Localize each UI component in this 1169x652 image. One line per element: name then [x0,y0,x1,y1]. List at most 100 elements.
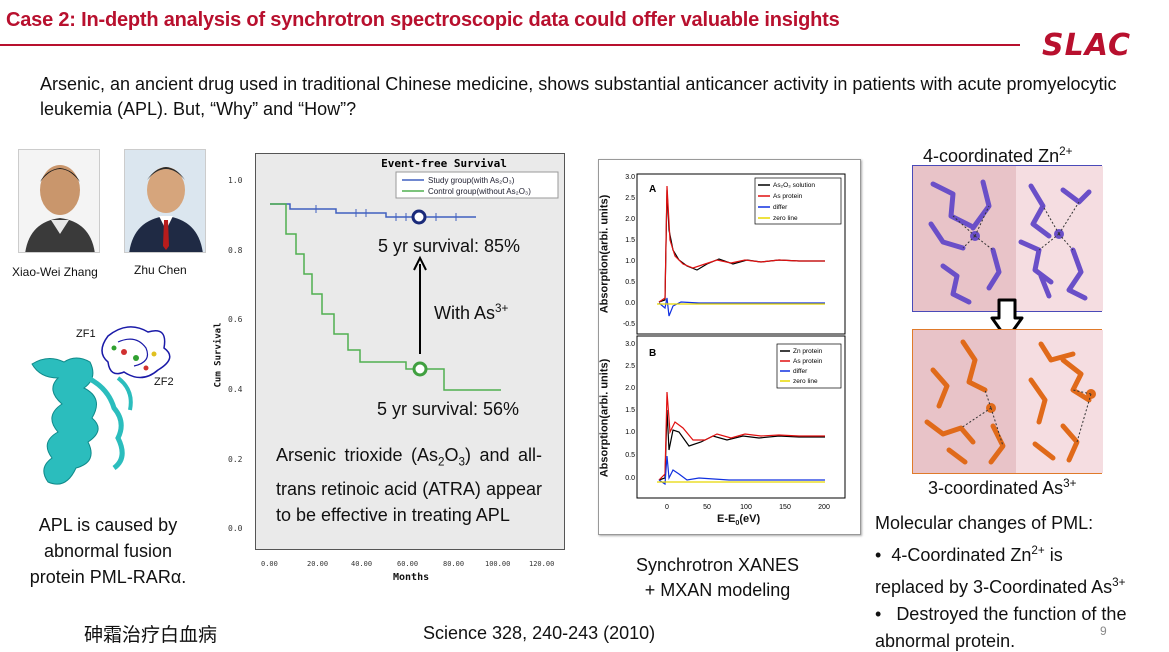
ytick-label: -0.5 [623,321,635,328]
study-marker [411,209,427,225]
legend-b-item: differ [793,368,808,375]
ytick-label: 0.2 [228,455,243,464]
arsenic-text-sub: 2 [437,455,445,469]
xanes-ylabel-b: Absorption(arbi. units) [598,358,611,478]
arsenic-text-part: O [444,445,459,465]
photo-xiao-wei-zhang [18,149,100,253]
xtick-label: 150 [779,504,791,511]
xanes-xlabel-text: E-E [717,513,736,525]
legend-a-item: As₂O₃ solution [773,182,815,189]
legend-study: Study group(with As₂O₃) [428,176,515,185]
xanes-caption: Synchrotron XANES + MXAN modeling [610,553,825,603]
bullet-sup: 2+ [1031,544,1045,557]
zn-title-sup: 2+ [1059,145,1073,158]
arsenic-trioxide-text: Arsenic trioxide (As2O3) and all-trans r… [276,442,542,528]
legend-b-item: Zn protein [793,348,823,355]
spectrum-b-black [658,409,825,481]
xtick-label: 40.00 [351,560,373,568]
survival-xlabel: Months [393,572,430,583]
transition-arrow [990,298,1024,347]
bullet-text: Destroyed the function of the abnormal p… [875,604,1127,651]
xtick-label: 80.00 [443,560,465,568]
xtick-label: 200 [818,504,830,511]
xtick-label: 60.00 [397,560,419,568]
bullet-text: is [1044,545,1063,565]
ytick-label: 0.5 [625,279,635,286]
arsenic-text-sub: 3 [458,455,466,469]
xtick-label: 0 [665,504,669,511]
spectrum-b-blue [658,455,825,486]
as-molecule-icon [924,339,1096,465]
ytick-label: 3.0 [625,341,635,348]
caption-xiao-wei-zhang: Xiao-Wei Zhang [12,265,98,279]
person-portrait-icon [19,150,99,252]
spectrum-a-blue [658,297,825,317]
intro-text: Arsenic, an ancient drug used in traditi… [40,74,1117,119]
apl-caption: APL is caused by abnormal fusion protein… [29,515,187,587]
ytick-label: 2.5 [625,363,635,370]
changes-bullet-1: • 4-Coordinated Zn2+ is [875,544,1063,565]
xtick-label: 100 [740,504,752,511]
xtick-label: 100.00 [485,560,511,568]
as-structure-title: 3-coordinated As3+ [928,477,1076,499]
ytick-label: 1.5 [625,407,635,414]
down-arrow-icon [990,298,1024,341]
chinese-caption: 砷霜治疗白血病 [84,624,218,646]
ytick-label: 1.5 [625,237,635,244]
changes-heading: Molecular changes of PML: [875,513,1094,533]
xanes-xlabel-unit: (eV) [739,513,761,525]
control-survival-curve [270,203,501,391]
caption-zhu-chen: Zhu Chen [134,263,187,277]
zf1-label: ZF1 [76,328,96,340]
ytick-label: 2.0 [625,385,635,392]
with-arsenic-sup: 3+ [495,302,509,315]
ytick-label: 0.0 [228,524,243,533]
as-coordination-structure [912,329,1103,474]
xanes-ylabel-a: Absorption(arbi. units) [598,194,611,314]
legend-a-item: As protein [773,193,803,200]
xanes-caption-line1: Synchrotron XANES [635,555,800,575]
photo-zhu-chen [124,149,206,253]
person-portrait-icon [125,150,205,252]
panel-b-label: B [649,348,656,359]
zn-title-text: 4-coordinated Zn [923,146,1060,166]
ytick-label: 1.0 [228,176,243,185]
panel-a-label: A [649,184,656,195]
chart-title: Event-free Survival [381,157,507,170]
slide-title: Case 2: In-depth analysis of synchrotron… [6,9,840,31]
bullet-sup: 3+ [1112,576,1126,589]
legend-b-item: As protein [793,358,823,365]
slac-logo: SLAC [1042,28,1132,63]
xtick-label: 120.00 [529,560,555,568]
arsenic-text-part: Arsenic trioxide (As [276,445,438,465]
xanes-spectra-svg: A 3.0 2.5 2.0 1.5 1.0 0.5 0.0 -0.5 As₂O₃… [623,173,846,511]
survival-xticks: 0.00 20.00 40.00 60.00 80.00 100.00 120.… [255,560,565,572]
zn-coordination-structure [912,165,1103,312]
spectrum-a-red [658,185,825,303]
xanes-caption-line2: + MXAN modeling [644,580,791,600]
title-divider [0,44,1020,46]
ytick-label: 0.8 [228,246,243,255]
legend-control: Control group(without As₂O₃) [428,187,531,196]
changes-bullet-2: • Destroyed the function of the abnormal… [875,604,1127,651]
molecular-changes-text: Molecular changes of PML: • 4-Coordinate… [875,510,1165,652]
arsenic-text-part: ) and all-trans retinoic acid (ATRA) app… [276,445,542,525]
ytick-label: 2.5 [625,195,635,202]
legend-a-item: differ [773,204,788,211]
survival-chart-svg: Event-free Survival Study group(with As₂… [270,157,559,391]
xanes-xlabel-sub: 0 [735,519,740,528]
control-marker [412,361,428,377]
ytick-label: 1.0 [625,258,635,265]
legend-b-item: zero line [793,378,818,385]
legend-a-item: zero line [773,215,798,222]
changes-bullet-1-cont: replaced by 3-Coordinated As3+ [875,569,1165,601]
zn-structure-title: 4-coordinated Zn2+ [923,145,1072,167]
xtick-label: 50 [703,504,711,511]
survival-ylabel: Cum Survival [213,322,224,388]
citation: Science 328, 240-243 (2010) [423,623,656,643]
with-arsenic-label: With As3+ [434,302,508,324]
xanes-xlabel: E-E0(eV) [717,513,760,527]
as-title-text: 3-coordinated As [928,478,1064,498]
survival-56-label: 5 yr survival: 56% [377,399,520,419]
survival-85-label: 5 yr survival: 85% [378,236,521,256]
